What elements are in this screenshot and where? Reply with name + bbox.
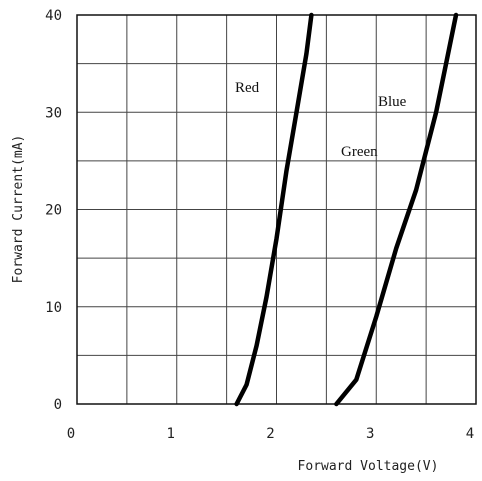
x-tick-label: 0	[67, 426, 75, 442]
series-label-red: Red	[235, 80, 260, 96]
y-tick-labels: 0 10 20 30 40	[45, 8, 62, 413]
x-tick-label: 2	[266, 426, 274, 442]
x-tick-label: 1	[167, 426, 175, 442]
x-axis-label: Forward Voltage(V)	[298, 459, 439, 474]
y-tick-label: 10	[45, 300, 62, 316]
plot-frame	[76, 14, 477, 405]
series-label-blue: Blue	[378, 94, 407, 110]
x-tick-labels: 0 1 2 3 4	[67, 426, 474, 442]
x-tick-label: 3	[366, 426, 374, 442]
y-tick-label: 40	[45, 8, 62, 24]
series-line-red	[234, 12, 314, 407]
series-line-blue	[334, 12, 459, 407]
y-tick-label: 0	[54, 397, 62, 413]
series-label-green: Green	[341, 144, 378, 160]
x-tick-label: 4	[466, 426, 474, 442]
series-lines	[234, 12, 459, 407]
grid-lines	[77, 15, 476, 404]
y-tick-label: 20	[45, 203, 62, 219]
y-tick-label: 30	[45, 105, 62, 121]
y-axis-label: Forward Current(mA)	[11, 135, 26, 284]
